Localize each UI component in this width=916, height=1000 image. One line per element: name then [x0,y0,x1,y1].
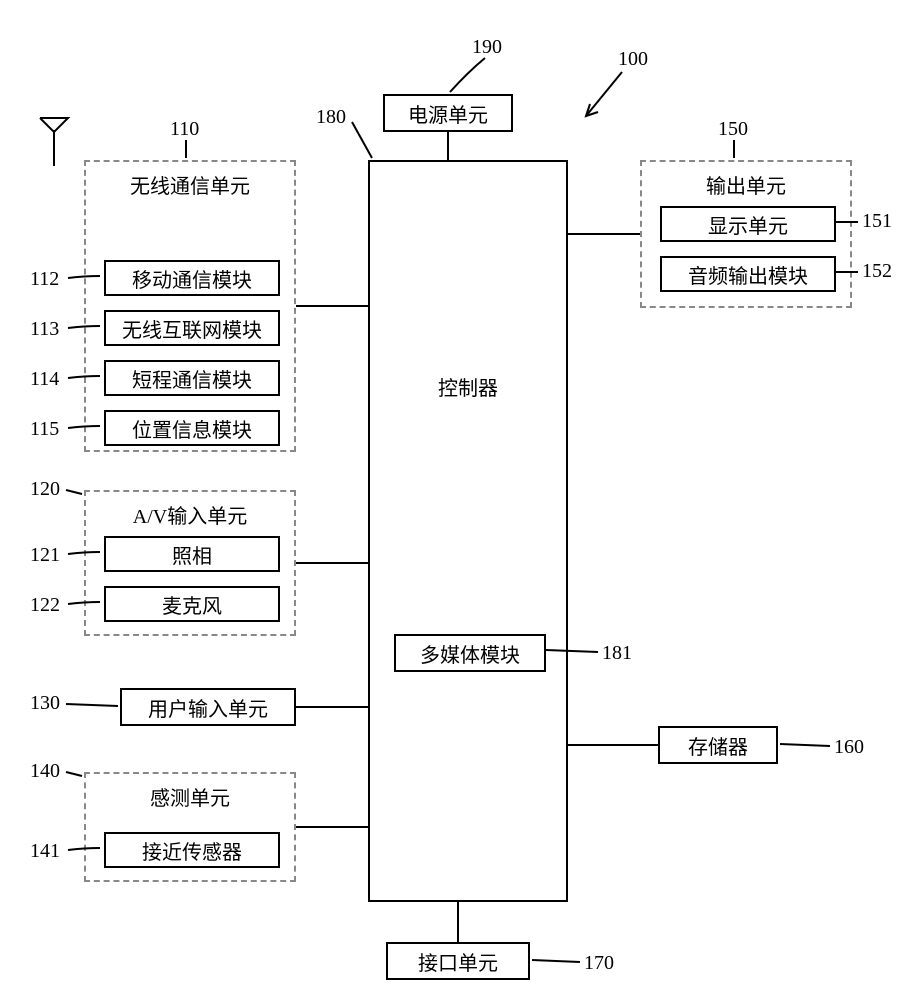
ref-170: 170 [584,952,614,975]
location-info-module-box: 位置信息模块 [104,410,280,446]
camera-label: 照相 [172,540,212,569]
memory-label: 存储器 [688,731,748,760]
av-input-unit-title: A/V输入单元 [86,500,294,529]
memory-box: 存储器 [658,726,778,764]
power-unit-label: 电源单元 [408,99,488,128]
user-input-unit-box: 用户输入单元 [120,688,296,726]
ref-180: 180 [316,106,346,129]
camera-box: 照相 [104,536,280,572]
interface-unit-label: 接口单元 [418,947,498,976]
user-input-unit-label: 用户输入单元 [148,693,268,722]
mobile-comm-module-box: 移动通信模块 [104,260,280,296]
ref-113: 113 [30,318,59,341]
output-unit-box: 输出单元 显示单元 音频输出模块 [640,160,852,308]
ref-121: 121 [30,544,60,567]
multimedia-module-label: 多媒体模块 [420,639,520,668]
ref-160: 160 [834,736,864,759]
short-range-module-label: 短程通信模块 [132,364,252,393]
wireless-unit-title: 无线通信单元 [86,170,294,199]
display-unit-box: 显示单元 [660,206,836,242]
ref-110: 110 [170,118,199,141]
audio-output-module-box: 音频输出模块 [660,256,836,292]
wireless-internet-module-label: 无线互联网模块 [122,314,262,343]
ref-140: 140 [30,760,60,783]
antenna-icon [40,118,68,166]
ref-114: 114 [30,368,59,391]
ref-150: 150 [718,118,748,141]
ref-130: 130 [30,692,60,715]
short-range-module-box: 短程通信模块 [104,360,280,396]
sensing-unit-box: 感测单元 接近传感器 [84,772,296,882]
wireless-internet-module-box: 无线互联网模块 [104,310,280,346]
audio-output-module-label: 音频输出模块 [688,260,808,289]
power-unit-box: 电源单元 [383,94,513,132]
ref-181: 181 [602,642,632,665]
ref-190: 190 [472,36,502,59]
ref-120: 120 [30,478,60,501]
location-info-module-label: 位置信息模块 [132,414,252,443]
proximity-sensor-label: 接近传感器 [142,836,242,865]
sensing-unit-title: 感测单元 [86,782,294,811]
interface-unit-box: 接口单元 [386,942,530,980]
ref-100: 100 [618,48,648,71]
mobile-comm-module-label: 移动通信模块 [132,264,252,293]
wireless-unit-box: 无线通信单元 移动通信模块 无线互联网模块 短程通信模块 位置信息模块 [84,160,296,452]
controller-box: 控制器 多媒体模块 [368,160,568,902]
av-input-unit-box: A/V输入单元 照相 麦克风 [84,490,296,636]
ref-100-arrow [586,72,622,116]
microphone-label: 麦克风 [162,590,222,619]
controller-label: 控制器 [370,372,566,401]
multimedia-module-box: 多媒体模块 [394,634,546,672]
ref-115: 115 [30,418,59,441]
proximity-sensor-box: 接近传感器 [104,832,280,868]
display-unit-label: 显示单元 [708,210,788,239]
ref-151: 151 [862,210,892,233]
ref-112: 112 [30,268,59,291]
output-unit-title: 输出单元 [642,170,850,199]
block-diagram: 电源单元 控制器 多媒体模块 无线通信单元 移动通信模块 无线互联网模块 短程通… [0,0,916,1000]
ref-152: 152 [862,260,892,283]
ref-122: 122 [30,594,60,617]
ref-141: 141 [30,840,60,863]
microphone-box: 麦克风 [104,586,280,622]
